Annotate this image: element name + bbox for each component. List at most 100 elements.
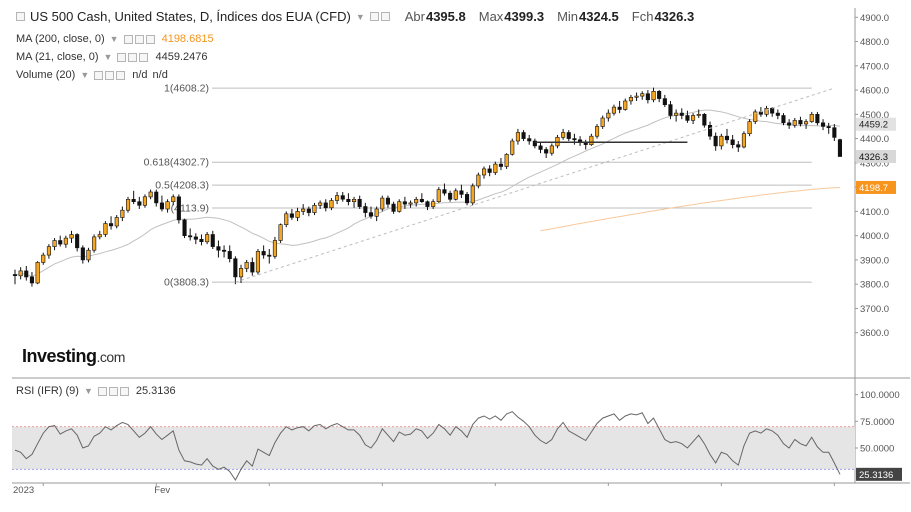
candle-body-up [589,135,594,145]
fib-level-label: 1(4608.2) [164,83,209,95]
candle-body-down [323,202,328,209]
collapse-icon[interactable] [16,12,25,21]
candle [634,92,639,101]
candle-body-up [295,211,300,218]
candle [736,141,741,152]
candle-body-up [594,126,600,137]
candle [120,206,125,222]
candle-body-down [109,223,114,227]
candle [606,109,611,122]
candle-body-down [544,149,549,154]
candle [493,161,498,175]
candle-body-up [63,237,68,245]
candle [216,240,221,258]
chevron-down-icon[interactable]: ▼ [103,52,113,62]
volume-label[interactable]: Volume (20) [16,69,76,81]
price-tag-ma200-bg [856,180,896,194]
candle [419,193,424,203]
chevron-down-icon[interactable]: ▼ [355,11,365,22]
time-axis[interactable]: 2023 Fev [13,483,835,496]
candle [408,200,413,208]
candle-body-up [414,199,419,204]
candle-body-down [154,191,159,204]
candle-body-up [52,240,57,247]
candle [58,235,63,247]
rsi-settings-icons[interactable] [97,386,131,396]
candle [114,215,119,229]
ma200-settings-icons[interactable] [123,34,157,44]
candle [820,119,826,131]
candle-body-up [690,115,696,121]
candle [470,183,475,206]
candle [690,113,696,125]
candle-body-up [504,154,509,167]
candle [250,257,255,276]
rsi-label[interactable]: RSI (IFR) (9) [16,385,79,397]
candle-body-up [46,246,52,256]
legend-ma21[interactable]: MA (21, close, 0) ▼ 4459.2476 [16,51,207,63]
y-tick-label: 4700.0 [860,61,889,72]
candle [730,134,735,149]
candle-body-down [617,106,622,110]
candle-body-down [815,114,820,124]
candle-body-down [685,115,690,121]
candle-body-up [272,240,278,257]
candle-body-up [764,108,769,115]
fib-level-label: 0.5(4208.3) [155,180,209,192]
chevron-down-icon[interactable]: ▼ [83,386,93,396]
candle-body-up [114,217,119,227]
candle [126,196,131,213]
candle [380,195,385,212]
candle-body-up [148,191,153,198]
candle-body-up [312,205,317,213]
candle [171,194,176,206]
candle [80,245,85,264]
x-tick-label: Fev [154,485,170,496]
legend-rsi[interactable]: RSI (IFR) (9) ▼ 25.3136 [16,385,176,397]
price-axis[interactable]: 4900.0 4800.0 4700.0 4600.0 4500.0 4400.0 4300… [855,13,896,339]
candle-body-down [250,262,255,273]
high-label: Max [478,9,504,24]
rsi-band [12,426,855,470]
candle [69,230,74,243]
candle [284,211,289,228]
candle [651,87,656,103]
candle-body-up [611,106,617,114]
legend-ma200[interactable]: MA (200, close, 0) ▼ 4198.6815 [16,33,214,45]
candle [566,130,571,142]
candle [391,201,396,214]
candle-body-up [634,95,639,98]
candle [46,244,52,259]
volume-settings-icons[interactable] [94,70,127,80]
candle-body-down [80,247,85,261]
open-value: 4395.8 [425,9,466,24]
candle [346,193,351,206]
open-label: Abr [404,9,425,24]
candle [131,190,136,205]
chart-frame [12,8,910,484]
candle [431,199,436,209]
candle [696,109,701,118]
candle-body-down [306,208,311,213]
chevron-down-icon[interactable]: ▼ [80,70,90,80]
candle [278,223,283,243]
legend-volume[interactable]: Volume (20) ▼ n/d n/d [16,69,168,81]
candle [803,119,809,129]
chevron-down-icon[interactable]: ▼ [109,34,119,44]
candle [510,138,515,156]
candle-body-down [679,112,684,116]
ma21-settings-icons[interactable] [117,52,150,62]
candle-body-up [481,168,487,176]
ma200-label[interactable]: MA (200, close, 0) [16,33,105,45]
candle-body-down [798,120,803,125]
ma21-label[interactable]: MA (21, close, 0) [16,51,99,63]
candle-body-down [820,122,826,127]
candle [210,230,215,250]
y-tick-label: 4300.0 [860,158,889,169]
candle [623,98,628,111]
candle [52,238,57,251]
candle [137,196,142,209]
legend-settings-icons[interactable] [369,12,392,21]
drawing-annotations [235,87,835,283]
legend-title[interactable]: US 500 Cash, United States, D, Índices d… [30,9,351,24]
